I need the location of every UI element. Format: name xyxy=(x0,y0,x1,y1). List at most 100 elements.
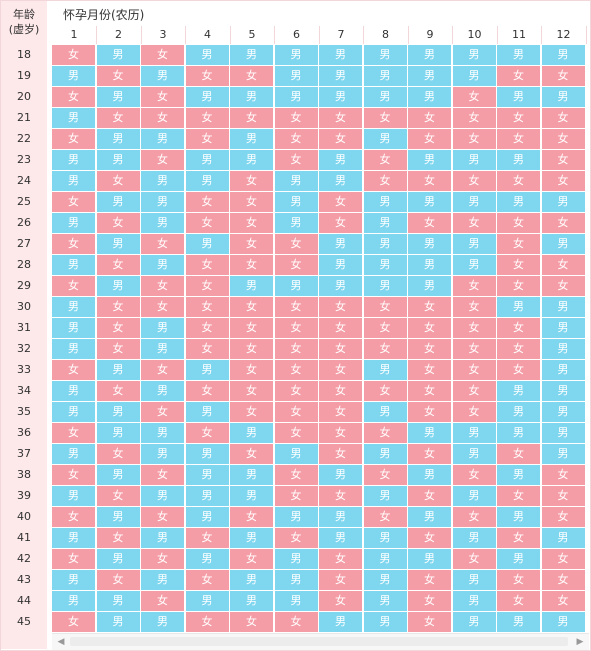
table-cell: 女 xyxy=(408,381,451,401)
table-cell: 男 xyxy=(319,234,362,254)
table-cell: 男 xyxy=(452,444,496,464)
age-label: 42 xyxy=(17,552,31,565)
table-cell: 女 xyxy=(541,108,585,128)
table-cell: 女 xyxy=(185,66,229,86)
age-label: 33 xyxy=(17,363,31,376)
table-cell: 女 xyxy=(230,339,273,359)
table-cell: 男 xyxy=(452,234,496,254)
table-cell: 女 xyxy=(452,87,496,107)
table-cell: 女 xyxy=(452,318,496,338)
month-header-3: 3 xyxy=(141,26,186,44)
table-cell: 女 xyxy=(408,528,451,548)
horizontal-scrollbar[interactable]: ◀ ▶ xyxy=(52,633,589,650)
table-cell: 男 xyxy=(141,255,184,275)
table-cell: 女 xyxy=(274,129,318,149)
table-cell: 女 xyxy=(452,108,496,128)
table-cell: 女 xyxy=(185,108,229,128)
table-cell: 女 xyxy=(363,423,407,443)
table-cell: 男 xyxy=(452,423,496,443)
table-cell: 女 xyxy=(408,171,451,191)
table-cell: 男 xyxy=(96,465,140,485)
table-cell: 女 xyxy=(497,486,540,506)
scrollbar-thumb[interactable] xyxy=(70,637,568,646)
table-cell: 女 xyxy=(452,297,496,317)
table-cell: 女 xyxy=(319,192,362,212)
table-cell: 男 xyxy=(230,423,273,443)
table-cell: 女 xyxy=(319,402,362,422)
table-cell: 女 xyxy=(408,612,451,632)
table-cell: 男 xyxy=(52,171,95,191)
table-cell: 男 xyxy=(363,213,407,233)
table-cell: 女 xyxy=(363,339,407,359)
table-cell: 男 xyxy=(452,255,496,275)
table-cell: 女 xyxy=(185,255,229,275)
table-cell: 男 xyxy=(185,465,229,485)
table-cell: 男 xyxy=(274,570,318,590)
table-cell: 女 xyxy=(541,570,585,590)
table-cell: 女 xyxy=(541,171,585,191)
table-cell: 女 xyxy=(52,507,95,527)
table-cell: 女 xyxy=(319,360,362,380)
table-cell: 男 xyxy=(319,507,362,527)
table-cell: 男 xyxy=(96,591,140,611)
table-cell: 女 xyxy=(185,276,229,296)
table-cell: 男 xyxy=(541,45,585,65)
table-cell: 男 xyxy=(96,192,140,212)
table-cell: 女 xyxy=(274,297,318,317)
table-cell: 女 xyxy=(408,591,451,611)
table-cell: 男 xyxy=(541,444,585,464)
month-header-6: 6 xyxy=(275,26,320,44)
table-cell: 女 xyxy=(497,66,540,86)
table-cell: 女 xyxy=(274,234,318,254)
table-cell: 女 xyxy=(541,150,585,170)
table-cell: 女 xyxy=(541,549,585,569)
table-cell: 男 xyxy=(319,45,362,65)
table-cell: 女 xyxy=(52,234,95,254)
month-header-10: 10 xyxy=(453,26,498,44)
table-cell: 男 xyxy=(408,87,451,107)
age-header-sublabel: (虚岁) xyxy=(8,23,40,36)
table-cell: 女 xyxy=(497,318,540,338)
table-cell: 女 xyxy=(497,213,540,233)
scroll-right-arrow-icon[interactable]: ▶ xyxy=(576,637,584,647)
table-cell: 男 xyxy=(497,150,540,170)
table-cell: 女 xyxy=(96,444,140,464)
table-cell: 男 xyxy=(319,612,362,632)
scroll-left-arrow-icon[interactable]: ◀ xyxy=(57,637,65,647)
table-cell: 女 xyxy=(319,339,362,359)
table-cell: 女 xyxy=(96,381,140,401)
age-label: 18 xyxy=(17,48,31,61)
table-cell: 女 xyxy=(363,507,407,527)
table-cell: 男 xyxy=(497,45,540,65)
table-cell: 男 xyxy=(52,213,95,233)
table-cell: 女 xyxy=(96,213,140,233)
table-cell: 男 xyxy=(452,45,496,65)
table-cell: 女 xyxy=(230,381,273,401)
table-cell: 男 xyxy=(230,150,273,170)
table-cell: 女 xyxy=(52,276,95,296)
table-cell: 男 xyxy=(96,234,140,254)
table-cell: 男 xyxy=(497,423,540,443)
table-cell: 女 xyxy=(274,528,318,548)
table-cell: 男 xyxy=(96,549,140,569)
table-cell: 女 xyxy=(452,549,496,569)
table-cell: 男 xyxy=(96,402,140,422)
table-cell: 女 xyxy=(230,213,273,233)
table-cell: 女 xyxy=(541,507,585,527)
table-cell: 女 xyxy=(408,402,451,422)
age-label: 38 xyxy=(17,468,31,481)
table-cell: 女 xyxy=(408,360,451,380)
table-cell: 男 xyxy=(408,234,451,254)
table-cell: 男 xyxy=(363,570,407,590)
table-cell: 女 xyxy=(452,276,496,296)
table-cell: 女 xyxy=(274,360,318,380)
table-cell: 女 xyxy=(408,297,451,317)
table-cell: 女 xyxy=(141,276,184,296)
table-cell: 女 xyxy=(185,192,229,212)
table-cell: 男 xyxy=(230,570,273,590)
table-cell: 女 xyxy=(319,591,362,611)
table-cell: 女 xyxy=(230,318,273,338)
table-cell: 男 xyxy=(541,423,585,443)
table-cell: 男 xyxy=(363,591,407,611)
age-column: 年龄 (虚岁) 18 19 20 21 22 23 24 25 26 27 28 29 30 31 32 33… xyxy=(1,1,47,649)
